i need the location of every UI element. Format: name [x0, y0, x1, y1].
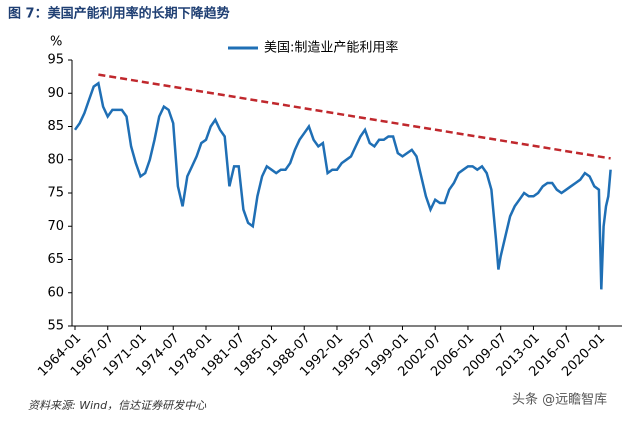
y-tick-label: 95 — [47, 53, 64, 68]
y-axis-label: % — [50, 35, 62, 50]
y-tick-label: 60 — [47, 285, 64, 300]
y-tick-label: 70 — [47, 219, 64, 234]
y-tick-label: 55 — [47, 319, 64, 334]
source-note: 资料来源: Wind，信达证券研发中心 — [28, 399, 207, 412]
y-tick-label: 85 — [47, 119, 64, 134]
watermark: 头条 @远瞻智库 — [512, 392, 607, 408]
y-tick-label: 90 — [47, 86, 64, 101]
series-line — [73, 81, 612, 290]
y-tick-label: 65 — [47, 252, 64, 267]
chart-title: 图 7：美国产能利用率的长期下降趋势 — [8, 6, 230, 22]
trend-line — [98, 73, 611, 160]
y-tick-label: 75 — [47, 186, 64, 201]
y-tick-label: 80 — [47, 152, 64, 167]
legend-label: 美国:制造业产能利用率 — [264, 40, 398, 56]
